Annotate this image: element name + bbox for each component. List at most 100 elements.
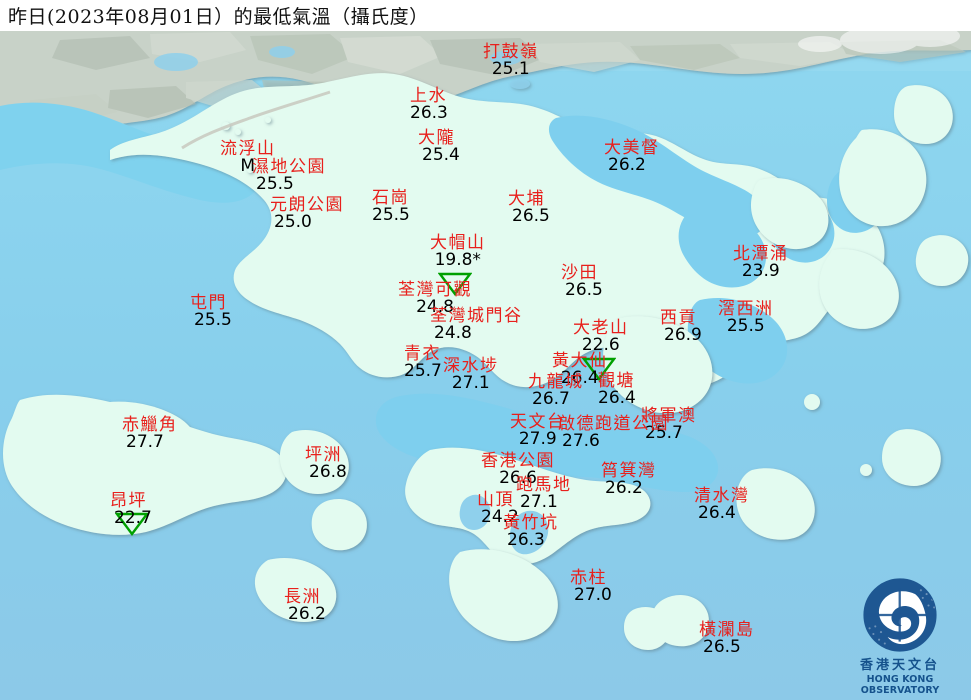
station-label: 流浮山 M [220, 141, 276, 175]
station-temperature-value: 26.6 [499, 468, 537, 488]
station-temperature-value: 26.4 [698, 503, 736, 523]
station-name: 打鼓嶺 [483, 42, 539, 62]
station-temperature-value: 22.6 [581, 335, 620, 355]
station-label: 26.7 九龍城 [528, 374, 584, 408]
station-name: 北潭涌 [733, 244, 789, 264]
sai-kung-islands [603, 129, 927, 414]
station-name: 跑馬地 [516, 475, 572, 495]
station-temperature-value: 25.5 [726, 316, 765, 336]
station-label: 26.8 坪洲 [305, 447, 347, 481]
station-name: 赤鱲角 [122, 415, 178, 435]
station-temperature-value: 19.8* [434, 250, 481, 270]
station-name: 深水埗 [443, 356, 499, 376]
station-label: 大帽山 19.8* [430, 235, 486, 269]
station-name: 荃灣可觀 [398, 280, 472, 300]
station-temperature-value: 26.2 [605, 478, 643, 498]
station-temperature-value: M [240, 156, 256, 176]
station-label: 25.4 大隴 [418, 130, 460, 164]
station-label: 27.0 赤柱 [570, 570, 612, 604]
station-name: 滘西洲 [718, 299, 774, 319]
station-name: 天文台 [510, 412, 566, 432]
station-name: 青衣 [404, 344, 441, 364]
station-name: 清水灣 [694, 486, 750, 506]
station-label: 觀塘 26.4 [598, 373, 636, 407]
station-label: 黃大仙 26.4 [552, 353, 608, 387]
station-temperature-value: 26.5 [512, 206, 550, 226]
station-temperature-value: 24.2 [481, 507, 519, 527]
station-name: 石崗 [372, 188, 409, 208]
min-temperature-marker-icon [99, 492, 149, 536]
hko-name-en: HONG KONG OBSERVATORY [860, 674, 940, 696]
station-temperature-value: 24.8 [416, 297, 454, 317]
station-label: 26.2 大美督 [604, 140, 660, 174]
station-name: 濕地公園 [252, 157, 326, 177]
station-label: 26.3 黃竹坑 [503, 515, 559, 549]
station-temperature-value: 25.4 [422, 145, 460, 165]
station-temperature-value: 27.7 [126, 432, 164, 452]
station-label: 石崗 25.5 [372, 190, 410, 224]
station-temperature-value: 25.1 [491, 59, 530, 79]
outlying-islands [222, 117, 941, 650]
station-name: 屯門 [190, 293, 227, 313]
hko-logo: 香港天文台 HONG KONG OBSERVATORY [835, 577, 965, 696]
station-label: 大老山 22.6 [573, 320, 629, 354]
station-temperature-value: 26.7 [532, 389, 570, 409]
station-name: 黃大仙 [552, 351, 608, 371]
station-label: 25.0 元朗公園 [270, 197, 344, 231]
station-name: 大隴 [418, 128, 455, 148]
station-label: 上水 26.3 [410, 88, 448, 122]
station-label: 荃灣可觀 24.8 [398, 282, 472, 316]
station-label: 青衣 25.7 [404, 346, 442, 380]
station-label: 26.2 長洲 [284, 589, 326, 623]
station-name: 大埔 [508, 189, 545, 209]
station-name: 觀塘 [598, 371, 635, 391]
station-label: 北潭涌 23.9 [733, 246, 789, 280]
station-name: 上水 [410, 86, 447, 106]
station-temperature-value: 24.8 [434, 323, 472, 343]
station-temperature-value: 25.0 [274, 212, 312, 232]
station-temperature-value: 25.5 [256, 174, 294, 194]
station-temperature-value: 26.2 [288, 604, 326, 624]
station-label: 天文台 27.9 [510, 414, 566, 448]
station-temperature-value: 25.7 [404, 361, 442, 381]
station-temperature-value: 26.2 [608, 155, 646, 175]
station-label: 27.1 跑馬地 [516, 477, 572, 511]
station-temperature-value: 27.0 [574, 585, 612, 605]
station-label: 滘西洲 25.5 [718, 301, 774, 335]
station-temperature-value: 22.7 [114, 508, 152, 528]
station-label: 香港公園 26.6 [481, 453, 555, 487]
station-label: 26.5 大埔 [508, 191, 550, 225]
station-name: 長洲 [284, 587, 321, 607]
station-temperature-value: 26.8 [309, 462, 347, 482]
station-label: 22.7 昂坪 [110, 493, 152, 527]
station-temperature-value: 26.5 [703, 637, 741, 657]
hong-kong-island-landmass [405, 447, 651, 565]
station-name: 沙田 [561, 263, 598, 283]
station-label: 26.5 沙田 [561, 265, 603, 299]
station-label: 27.7 赤鱲角 [122, 417, 178, 451]
station-name: 大老山 [573, 318, 629, 338]
station-name: 九龍城 [528, 372, 584, 392]
hko-logo-icon [863, 578, 937, 652]
boundary-river [181, 90, 331, 150]
station-temperature-value: 27.9 [518, 429, 557, 449]
station-temperature-value: 25.7 [645, 423, 683, 443]
station-name: 山頂 [477, 490, 514, 510]
station-label: 深水埗 27.1 [443, 358, 499, 392]
station-name: 橫瀾島 [699, 620, 755, 640]
station-temperature-value: 26.3 [507, 530, 545, 550]
tolo-harbour-water [548, 115, 767, 238]
station-label: 26.4 清水灣 [694, 488, 750, 522]
station-name: 流浮山 [220, 139, 276, 159]
station-label: 24.8 荃灣城門谷 [430, 308, 523, 342]
station-temperature-value: 26.3 [410, 103, 448, 123]
min-temperature-marker-icon [422, 252, 472, 296]
station-name: 元朗公園 [270, 195, 344, 215]
station-name: 西貢 [660, 308, 697, 328]
hko-name-zh: 香港天文台 [859, 658, 940, 673]
station-temperature-value: 26.4 [598, 388, 636, 408]
station-name: 坪洲 [305, 445, 342, 465]
station-temperature-value: 25.5 [194, 310, 232, 330]
station-name: 筲箕灣 [601, 461, 657, 481]
